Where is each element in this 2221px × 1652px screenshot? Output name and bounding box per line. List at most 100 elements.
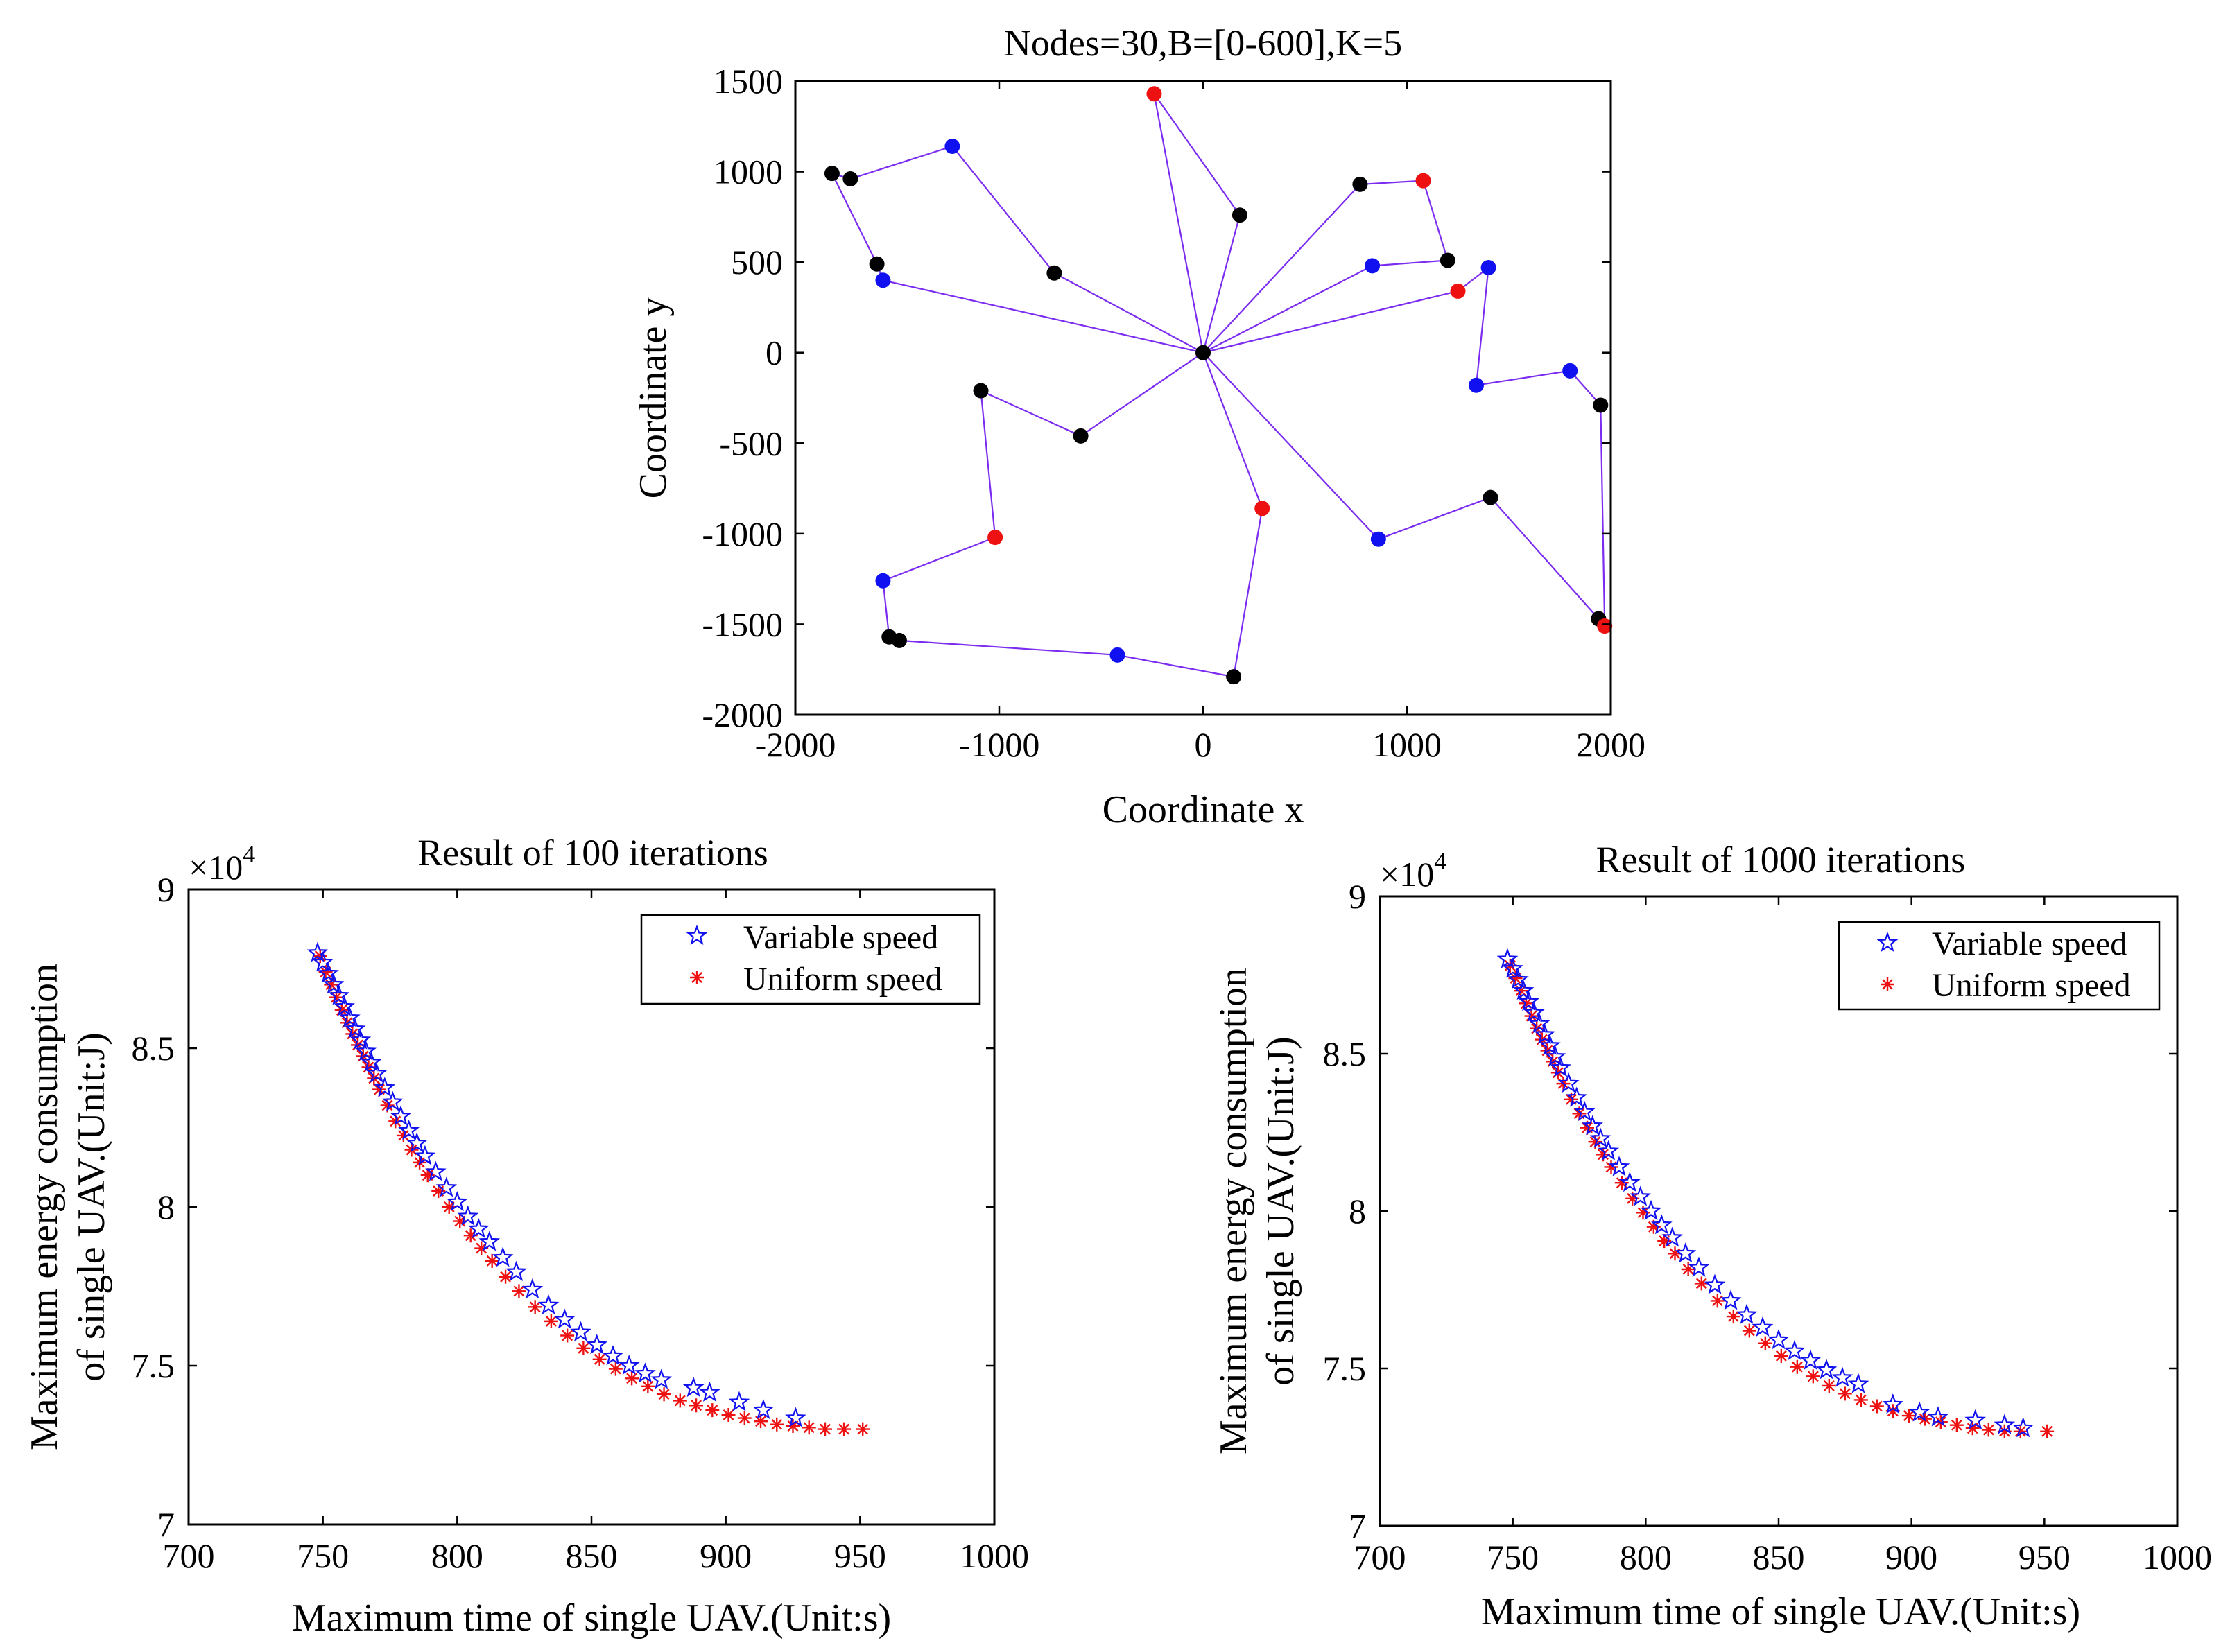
variable-speed-point xyxy=(1582,1115,1603,1136)
uniform-speed-point xyxy=(1524,1009,1539,1023)
result-1000-points xyxy=(1496,948,2055,1438)
legend-label-variable: Variable speed xyxy=(743,919,938,956)
uniform-speed-point xyxy=(453,1214,467,1228)
legend-asterisk-icon xyxy=(690,971,704,984)
variable-speed-point xyxy=(1507,968,1529,989)
y-tick-label: -500 xyxy=(719,424,783,462)
uniform-speed-point xyxy=(1774,1348,1788,1363)
uniform-speed-point xyxy=(608,1362,623,1376)
uniform-speed-point xyxy=(512,1284,526,1298)
variable-speed-point xyxy=(1630,1185,1651,1206)
x-tick-label: 800 xyxy=(1620,1538,1672,1576)
x-tick-label: 1000 xyxy=(2143,1538,2212,1576)
uniform-speed-point xyxy=(431,1184,446,1199)
y-axis-ticks: 7 7.5 8 8.5 9 xyxy=(132,870,994,1544)
variable-speed-point xyxy=(318,962,339,983)
node-point-black xyxy=(869,256,885,272)
node-point-black xyxy=(973,383,989,399)
y-tick-label: 7.5 xyxy=(1323,1349,1367,1388)
variable-speed-point xyxy=(553,1308,576,1329)
variable-speed-point xyxy=(374,1077,396,1097)
result-1000-chart: Result of 1000 iterations 700 750 800 850 90… xyxy=(1212,839,2212,1633)
variable-speed-point xyxy=(468,1217,490,1239)
x-tick-label: 700 xyxy=(1354,1538,1406,1576)
node-point-blue xyxy=(1562,363,1578,379)
uniform-speed-point xyxy=(1668,1246,1682,1261)
variable-speed-point xyxy=(447,1190,468,1212)
x-tick-label: 950 xyxy=(834,1536,886,1575)
variable-speed-point xyxy=(322,973,345,994)
variable-speed-point xyxy=(414,1145,436,1165)
node-point-black xyxy=(881,629,897,645)
uniform-speed-point xyxy=(1790,1359,1804,1374)
y-tick-label: 0 xyxy=(766,333,783,372)
uniform-speed-point xyxy=(576,1341,591,1355)
variable-speed-point xyxy=(634,1362,656,1383)
variable-speed-point xyxy=(1815,1359,1838,1380)
uniform-speed-point xyxy=(560,1328,575,1343)
node-point-black xyxy=(1352,176,1368,192)
uniform-speed-point xyxy=(334,1003,349,1018)
y-tick-label: -1500 xyxy=(702,605,783,643)
x-tick-label: -1000 xyxy=(959,725,1040,764)
result-100-points xyxy=(306,941,870,1436)
node-point-blue xyxy=(875,573,891,589)
variable-speed-point xyxy=(365,1062,388,1083)
variable-speed-point xyxy=(1598,1140,1619,1160)
uniform-speed-point xyxy=(1519,996,1533,1011)
uniform-speed-point xyxy=(499,1269,513,1284)
variable-speed-point xyxy=(390,1105,412,1126)
legend-star-icon xyxy=(1876,931,1899,953)
variable-speed-point xyxy=(1544,1045,1566,1066)
uniform-speed-point xyxy=(625,1371,639,1386)
variable-speed-point xyxy=(1768,1328,1790,1350)
variable-speed-point xyxy=(1502,957,1523,978)
uniform-speed-point xyxy=(592,1352,607,1366)
node-point-black xyxy=(842,171,858,187)
variable-speed-point xyxy=(1589,1127,1611,1148)
uniform-speed-point xyxy=(442,1200,456,1214)
y-tick-label: 8.5 xyxy=(1323,1034,1367,1073)
variable-speed-point xyxy=(1799,1349,1822,1370)
x-axis-label: Maximum time of single UAV.(Unit:s) xyxy=(292,1597,891,1640)
y-tick-label: 8 xyxy=(1349,1192,1366,1231)
variable-speed-point xyxy=(1528,1012,1550,1033)
variable-speed-point xyxy=(349,1029,372,1050)
x-tick-label: 850 xyxy=(1753,1538,1805,1576)
node-point-red xyxy=(1415,173,1431,189)
node-point-blue xyxy=(1109,647,1125,663)
node-point-black xyxy=(1232,207,1247,223)
uniform-speed-point xyxy=(324,977,338,992)
uniform-speed-point xyxy=(1694,1276,1709,1291)
y-axis-ticks: 7 7.5 8 8.5 9 xyxy=(1323,877,2177,1545)
route-line-1 xyxy=(830,145,1204,354)
x-tick-label: 0 xyxy=(1195,725,1212,764)
variable-speed-point xyxy=(425,1160,447,1181)
node-map-title: Nodes=30,B=[0-600],K=5 xyxy=(1004,22,1402,64)
variable-speed-point xyxy=(2012,1417,2034,1438)
legend-box xyxy=(1838,921,2161,1011)
uniform-speed-point xyxy=(1588,1135,1602,1149)
x-tick-label: -2000 xyxy=(755,725,836,764)
result-100-chart: Result of 100 iterations 700 750 800 850 900… xyxy=(23,832,1029,1640)
x-axis-ticks: -2000 -1000 0 1000 2000 xyxy=(755,81,1645,764)
variable-speed-point xyxy=(1882,1393,1904,1414)
uniform-speed-point xyxy=(372,1082,387,1097)
uniform-speed-point xyxy=(2013,1424,2028,1438)
variable-speed-point xyxy=(570,1321,591,1341)
uniform-speed-point xyxy=(1806,1369,1820,1384)
uniform-speed-point xyxy=(388,1114,403,1129)
variable-speed-point xyxy=(1736,1303,1758,1324)
variable-speed-point xyxy=(1608,1156,1630,1176)
variable-speed-point xyxy=(1619,1171,1641,1192)
variable-speed-point xyxy=(1783,1339,1806,1361)
variable-speed-point xyxy=(586,1334,608,1355)
route-line-5 xyxy=(882,351,1263,678)
x-axis-label: Coordinate x xyxy=(1103,788,1304,831)
variable-speed-point xyxy=(306,941,329,962)
uniform-speed-point xyxy=(318,965,333,980)
uniform-speed-point xyxy=(1572,1106,1587,1121)
node-point-blue xyxy=(1480,259,1496,275)
x-tick-label: 900 xyxy=(700,1536,752,1575)
